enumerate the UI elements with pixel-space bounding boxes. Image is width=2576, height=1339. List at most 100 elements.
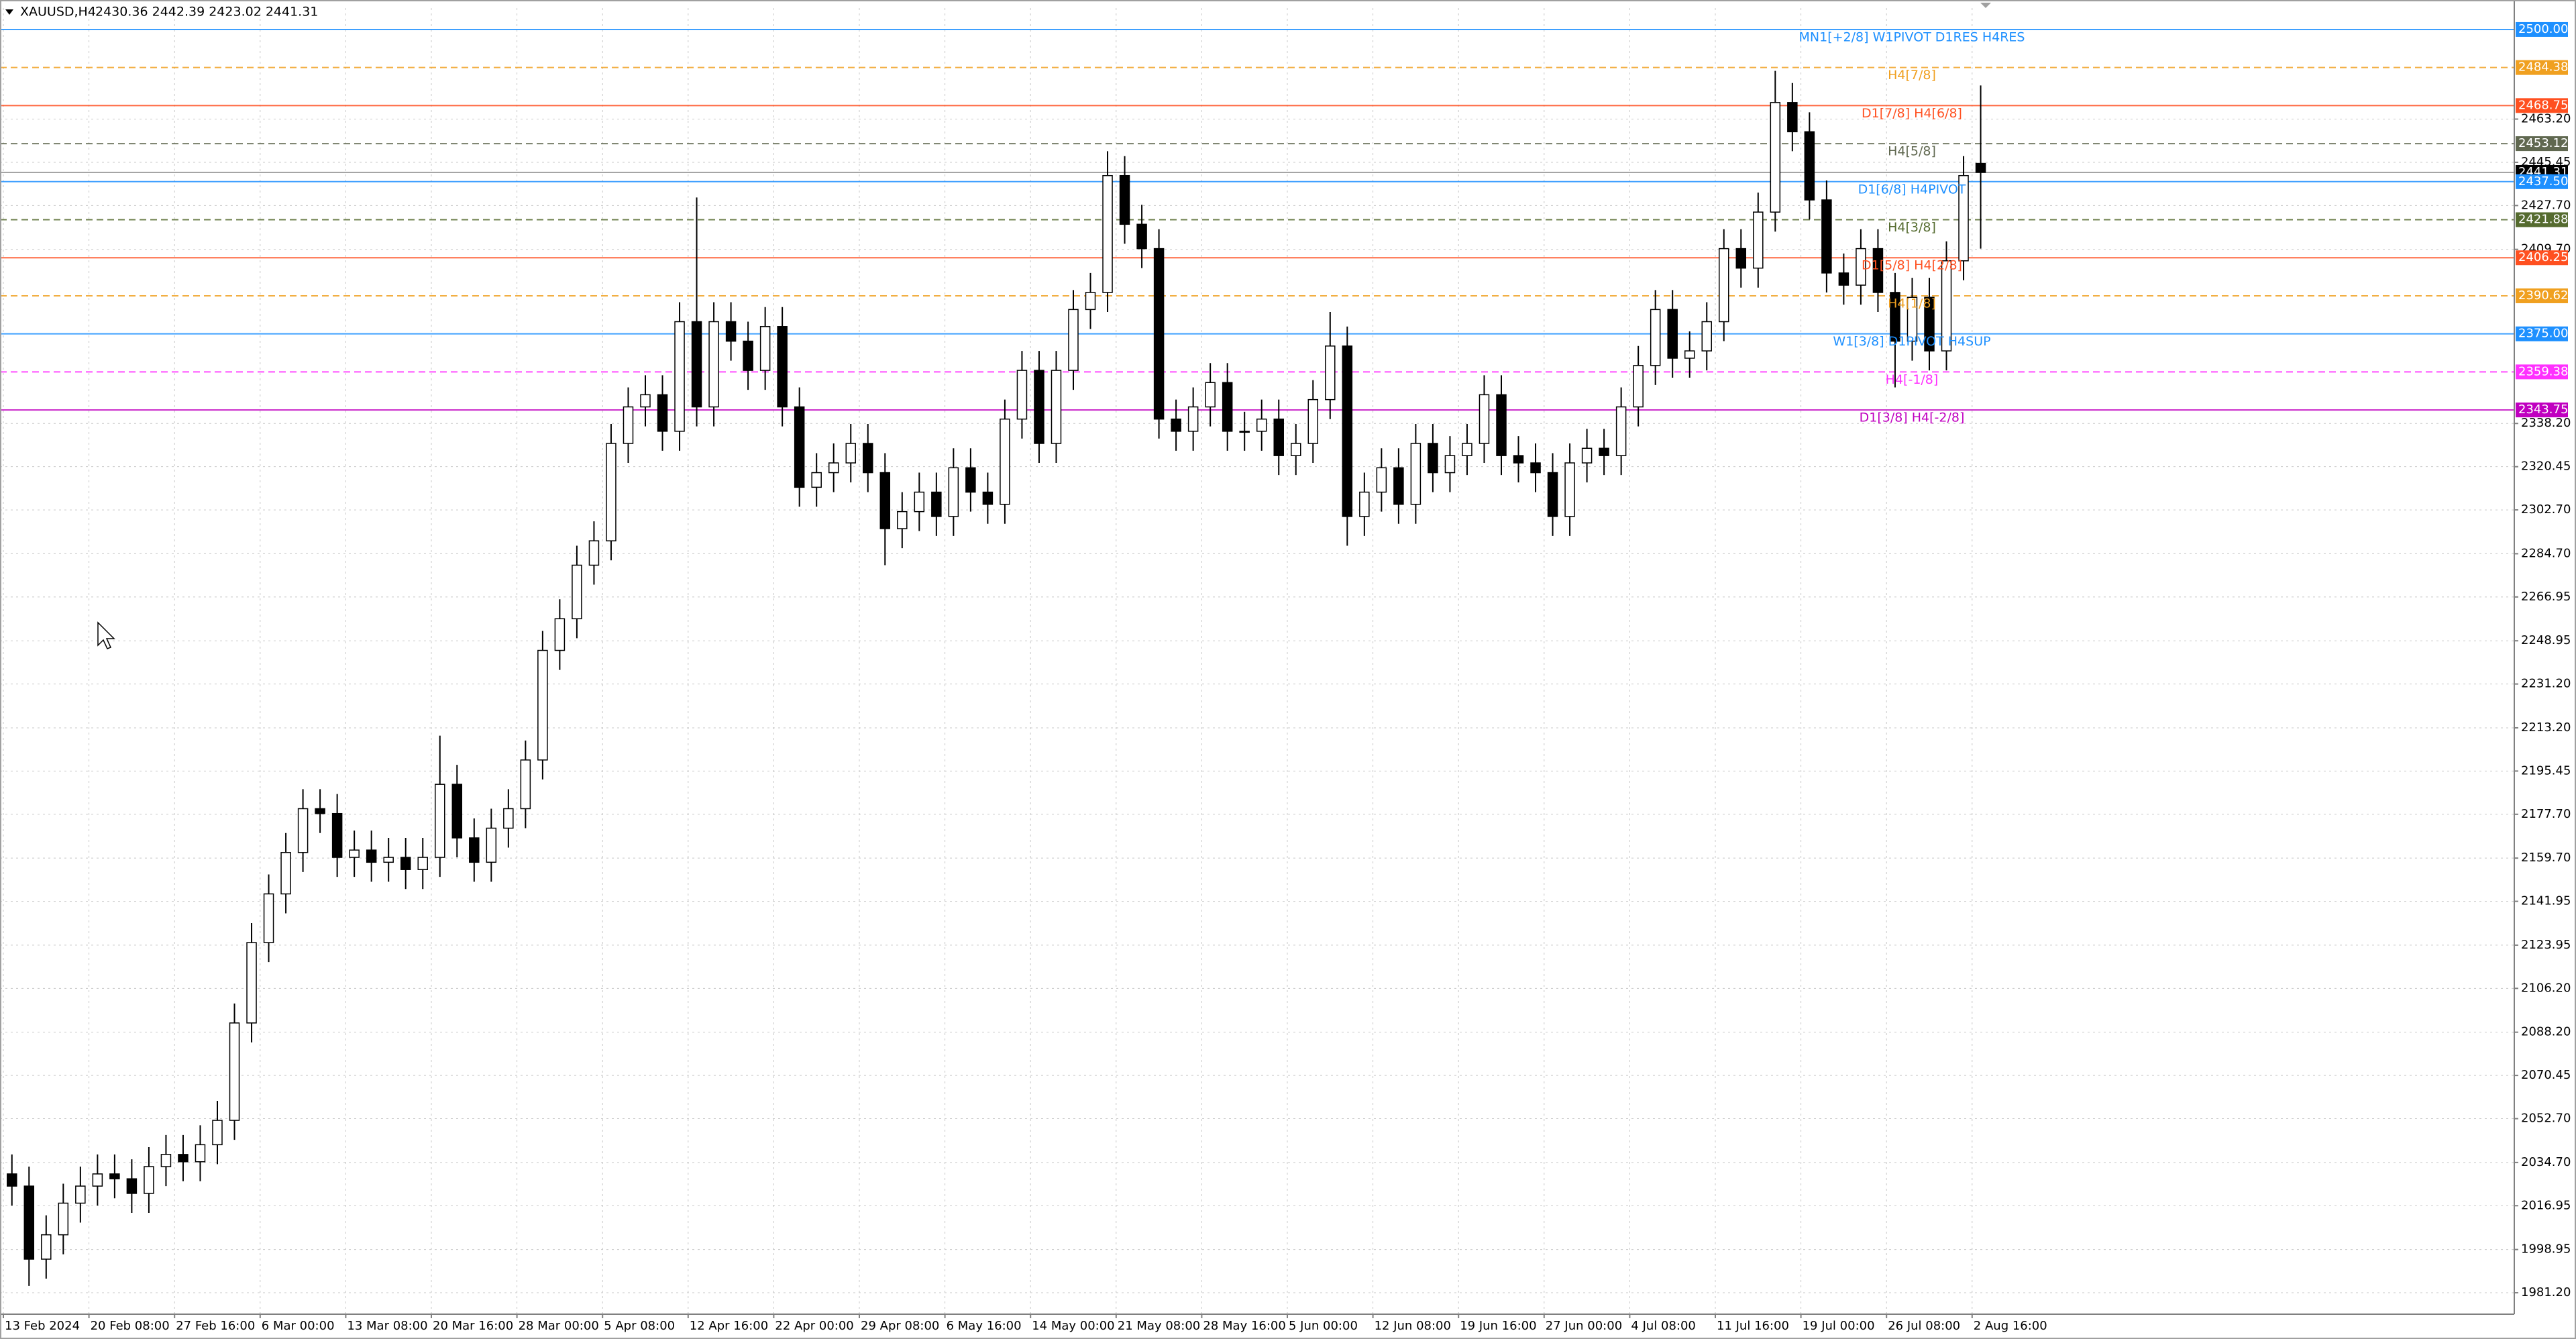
- candle-body: [1325, 345, 1336, 400]
- candle-body: [1838, 272, 1849, 286]
- candle-body: [435, 784, 445, 858]
- candle-body: [1872, 248, 1884, 293]
- y-tick-label: 2248.95: [2521, 633, 2571, 647]
- level-price-label: 2453.12: [2518, 136, 2568, 150]
- axes: 2463.202445.452427.702409.702338.202320.…: [3, 21, 2571, 1333]
- candle-body: [1890, 292, 1900, 342]
- quote: 2430.36 2442.39 2423.02 2441.31: [95, 5, 318, 19]
- candle-body: [914, 491, 925, 513]
- candle-body: [1239, 431, 1250, 433]
- candle-body: [931, 491, 942, 517]
- x-tick-label: 28 May 16:00: [1203, 1319, 1285, 1333]
- x-tick-label: 27 Feb 16:00: [176, 1319, 255, 1333]
- candle-body: [725, 321, 737, 342]
- candle-body: [246, 942, 257, 1024]
- candle-body: [537, 649, 548, 761]
- candle-body: [674, 321, 685, 432]
- candle-body: [451, 784, 463, 839]
- x-tick-label: 14 May 00:00: [1032, 1319, 1114, 1333]
- x-tick-label: 13 Mar 08:00: [347, 1319, 427, 1333]
- y-tick-label: 2052.70: [2521, 1112, 2571, 1126]
- level-price-box: [2516, 250, 2568, 266]
- candle-body: [1787, 102, 1798, 133]
- candle-body: [1821, 199, 1832, 274]
- level-name: H4[-1/8]: [1886, 372, 1939, 387]
- level-price-box: [2516, 136, 2568, 152]
- level-name: MN1[+2/8] W1PIVOT D1RES H4RES: [1799, 30, 2025, 44]
- level-price-label: 2359.38: [2518, 364, 2568, 378]
- candle-body: [1359, 491, 1370, 517]
- candle-body: [1547, 472, 1558, 517]
- shift-marker[interactable]: [1980, 3, 1991, 8]
- candle-body: [691, 321, 702, 408]
- candle-body: [1479, 394, 1490, 444]
- candle-body: [144, 1166, 154, 1194]
- candle-body: [1615, 406, 1627, 456]
- level-price-box: [2516, 212, 2568, 227]
- level-name: H4[3/8]: [1888, 220, 1936, 235]
- candle-body: [1735, 248, 1747, 269]
- y-tick-label: 2195.45: [2521, 763, 2571, 778]
- candle-body: [1016, 370, 1028, 420]
- y-tick-label: 2177.70: [2521, 807, 2571, 821]
- candle-body: [1085, 292, 1096, 311]
- candle-body: [126, 1178, 138, 1194]
- x-tick-label: 12 Apr 16:00: [690, 1319, 768, 1333]
- candle-body: [7, 1173, 17, 1187]
- level-price-box: [2516, 60, 2568, 75]
- x-tick-label: 22 Apr 00:00: [775, 1319, 853, 1333]
- level-price-box: [2516, 21, 2568, 37]
- candle-body: [794, 406, 805, 488]
- x-tick-label: 20 Feb 08:00: [91, 1319, 170, 1333]
- candle-body: [503, 808, 514, 829]
- candle-body: [1650, 309, 1661, 366]
- level-name: D1[6/8] H4PIVOT: [1858, 182, 1966, 197]
- y-tick-label: 2213.20: [2521, 720, 2571, 735]
- candle-body: [863, 443, 873, 474]
- candle-body: [263, 893, 274, 943]
- level-price-label: 2437.50: [2518, 174, 2568, 189]
- candle-body: [588, 540, 600, 566]
- x-tick-label: 5 Apr 08:00: [604, 1319, 675, 1333]
- x-tick-label: 6 Mar 00:00: [262, 1319, 335, 1333]
- candle-body: [1753, 211, 1764, 269]
- x-tick-label: 13 Feb 2024: [5, 1319, 80, 1333]
- candle-body: [982, 491, 994, 505]
- y-tick-label: 2284.70: [2521, 546, 2571, 560]
- candle-body: [554, 618, 566, 651]
- y-tick-label: 2106.20: [2521, 981, 2571, 995]
- level-price-box: [2516, 288, 2568, 303]
- candle-body: [1222, 382, 1233, 432]
- candle-body: [1599, 447, 1609, 456]
- candle-body: [759, 326, 771, 371]
- time-scale: [0, 1314, 2576, 1339]
- level-price-label: 2500.00: [2518, 22, 2568, 36]
- x-tick-label: 29 Apr 08:00: [861, 1319, 939, 1333]
- candle-body: [1307, 398, 1319, 444]
- candle-body: [1342, 345, 1353, 517]
- level-name: H4[7/8]: [1888, 68, 1936, 83]
- candle-body: [1856, 248, 1866, 286]
- candle-body: [1941, 260, 1952, 352]
- y-tick-label: 2016.95: [2521, 1198, 2571, 1212]
- candle-body: [708, 321, 719, 408]
- candle-body: [1924, 297, 1935, 352]
- menu-arrow[interactable]: [5, 9, 13, 15]
- candle-body: [572, 564, 582, 620]
- y-tick-label: 2338.20: [2521, 416, 2571, 430]
- candle-body: [777, 326, 788, 408]
- level-name: D1[3/8] H4[-2/8]: [1860, 411, 1965, 425]
- x-tick-label: 19 Jun 16:00: [1460, 1319, 1536, 1333]
- candle-body: [92, 1173, 103, 1187]
- y-tick-label: 2034.70: [2521, 1155, 2571, 1169]
- candle-body: [229, 1022, 240, 1121]
- y-tick-label: 2302.70: [2521, 502, 2571, 517]
- candle-body: [1376, 467, 1387, 493]
- candle-body: [280, 852, 291, 895]
- level-name: H4[5/8]: [1888, 144, 1936, 159]
- candle-body: [1684, 350, 1695, 359]
- candle-body: [366, 849, 377, 863]
- candle-body: [1907, 297, 1918, 342]
- symbol: XAUUSD,H4: [20, 5, 96, 19]
- candle-body: [828, 462, 839, 474]
